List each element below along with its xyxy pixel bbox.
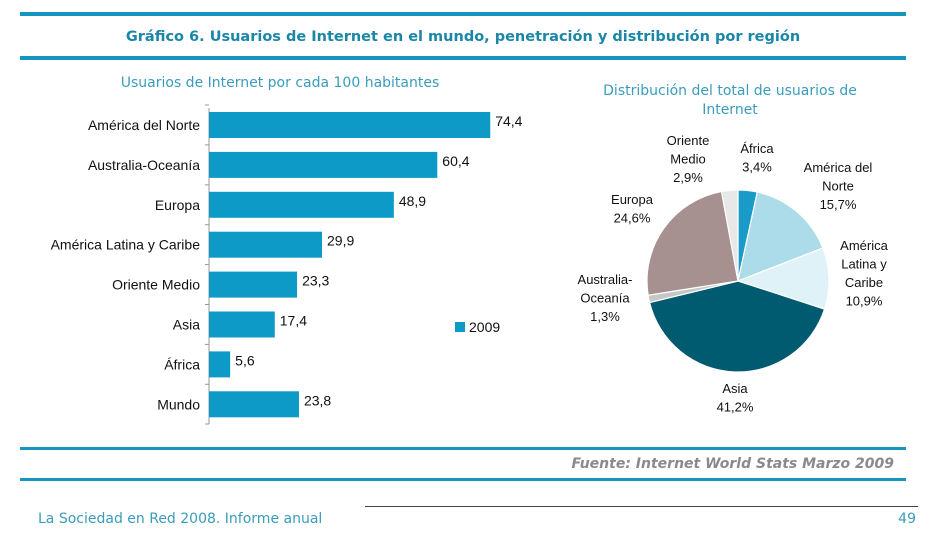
category-label: Mundo	[157, 396, 200, 412]
footer-text: La Sociedad en Red 2008. Informe anual	[38, 511, 323, 527]
value-label: 5,6	[235, 352, 255, 368]
source-rule-top	[20, 447, 906, 450]
pie-slice	[648, 280, 826, 373]
bar-chart-title: Usuarios de Internet por cada 100 habita…	[120, 75, 440, 91]
value-label: 23,8	[304, 392, 331, 408]
category-label: América del Norte	[88, 117, 200, 133]
pie-label: Asia	[722, 381, 748, 396]
source-note: Fuente: Internet World Stats Marzo 2009	[571, 456, 894, 472]
pie-label: África	[740, 141, 774, 156]
bar	[209, 151, 438, 178]
pie-label: 2,9%	[673, 170, 703, 185]
value-label: 48,9	[399, 193, 426, 209]
value-label: 74,4	[495, 113, 522, 129]
pie-label: América	[840, 238, 888, 253]
pie-label: 24,6%	[614, 211, 651, 226]
bar	[209, 271, 298, 298]
bar	[209, 112, 491, 138]
value-label: 29,9	[327, 233, 354, 249]
page-number: 49	[898, 511, 916, 527]
title-rule	[20, 56, 906, 60]
category-label: África	[164, 356, 200, 372]
bar	[209, 191, 394, 218]
category-label: América Latina y Caribe	[51, 237, 201, 253]
pie-label: 1,3%	[590, 309, 620, 324]
bar	[209, 391, 299, 418]
pie-label: 15,7%	[820, 197, 857, 212]
pie-chart-title: Distribución del total de usuarios de In…	[603, 83, 857, 118]
pie-label: 41,2%	[717, 400, 754, 415]
footer-line	[365, 506, 918, 507]
category-label: Oriente Medio	[112, 277, 200, 293]
source-rule-bottom	[20, 478, 906, 481]
value-label: 17,4	[280, 313, 307, 329]
pie-slice	[720, 189, 739, 282]
value-label: 23,3	[302, 273, 329, 289]
category-label: Asia	[173, 317, 200, 333]
bar	[209, 231, 323, 258]
top-rule	[20, 12, 906, 16]
pie-label: 10,9%	[846, 294, 883, 309]
category-label: Europa	[155, 197, 200, 213]
category-label: Australia-Oceanía	[88, 157, 200, 173]
pie-label: Europa	[611, 192, 654, 207]
pie-label: Australia-	[578, 272, 633, 287]
value-label: 60,4	[442, 153, 469, 169]
pie-label: Caribe	[845, 275, 883, 290]
figure-title: Gráfico 6. Usuarios de Internet en el mu…	[125, 29, 801, 45]
pie-slice	[737, 191, 824, 282]
pie-label: Oceanía	[580, 291, 630, 306]
legend-label: 2009	[469, 319, 500, 335]
pie-label: Latina y	[841, 257, 887, 272]
pie-label: Medio	[670, 152, 705, 167]
legend-swatch	[455, 322, 465, 332]
pie-label: Norte	[822, 179, 854, 194]
pie-slice	[646, 190, 739, 296]
pie-label: Oriente	[667, 133, 710, 148]
pie-label: 3,4%	[742, 160, 772, 175]
bar	[209, 351, 231, 378]
pie-label: América del	[804, 160, 873, 175]
bar	[209, 311, 275, 338]
